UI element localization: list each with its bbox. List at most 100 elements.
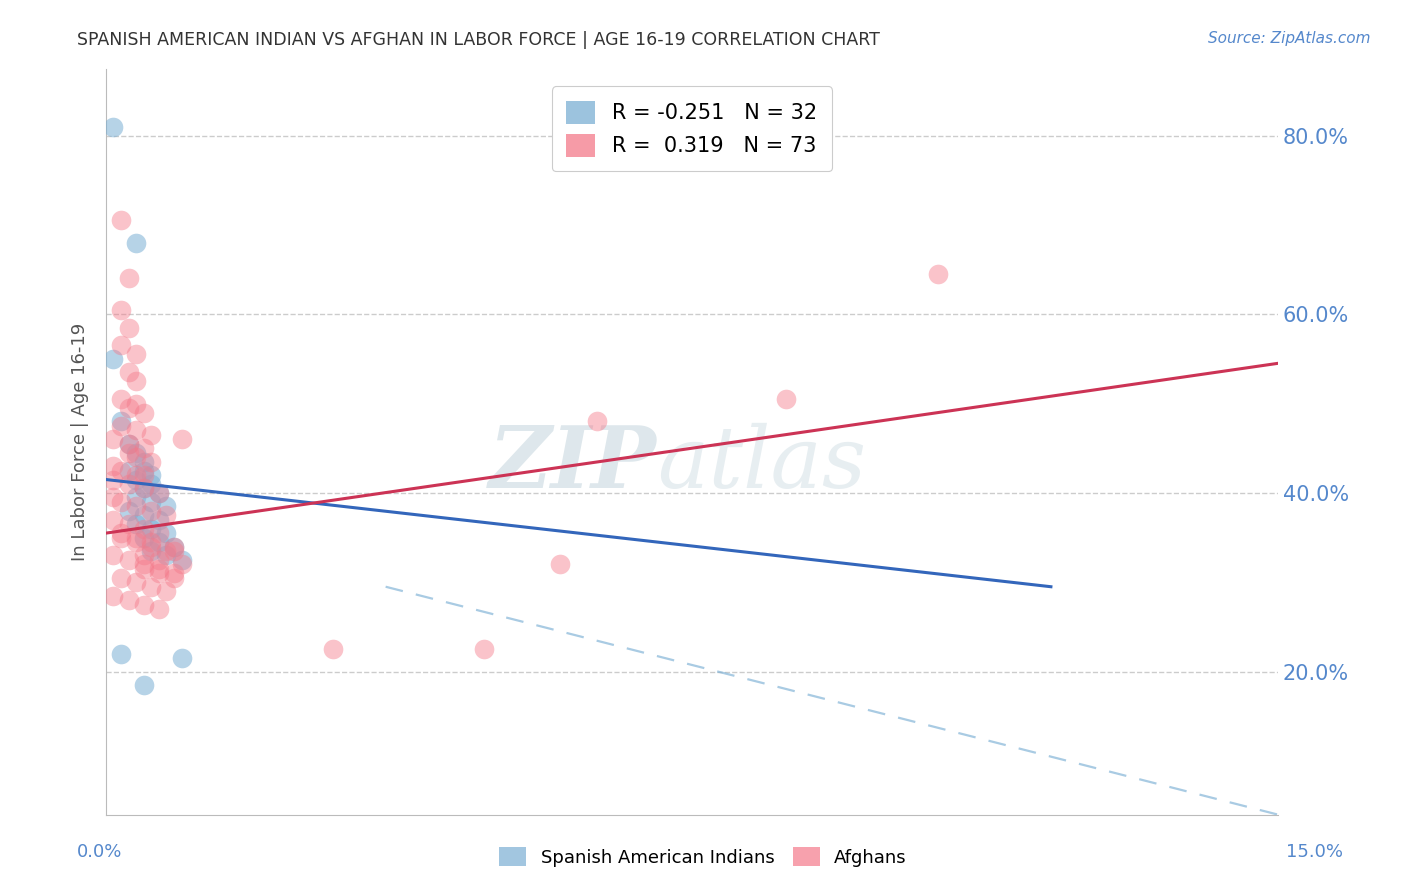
- Point: [117, 437, 139, 451]
- Point: [125, 374, 148, 388]
- Point: [117, 437, 139, 451]
- Text: atlas: atlas: [657, 423, 866, 505]
- Point: [132, 678, 155, 692]
- Point: [117, 593, 139, 607]
- Point: [148, 535, 170, 549]
- Text: 15.0%: 15.0%: [1285, 843, 1343, 861]
- Point: [148, 486, 170, 500]
- Point: [110, 464, 132, 478]
- Point: [148, 513, 170, 527]
- Point: [155, 526, 177, 541]
- Point: [163, 544, 186, 558]
- Point: [117, 517, 139, 532]
- Point: [141, 535, 163, 549]
- Text: 0.0%: 0.0%: [77, 843, 122, 861]
- Point: [110, 526, 132, 541]
- Point: [586, 414, 609, 428]
- Point: [141, 540, 163, 554]
- Point: [117, 271, 139, 285]
- Point: [117, 553, 139, 567]
- Point: [775, 392, 797, 406]
- Point: [110, 531, 132, 545]
- Point: [170, 432, 193, 446]
- Point: [132, 405, 155, 419]
- Text: Source: ZipAtlas.com: Source: ZipAtlas.com: [1208, 31, 1371, 46]
- Point: [125, 423, 148, 437]
- Point: [170, 558, 193, 572]
- Point: [148, 602, 170, 616]
- Point: [472, 642, 495, 657]
- Point: [132, 531, 155, 545]
- Point: [117, 401, 139, 415]
- Point: [155, 584, 177, 599]
- Point: [141, 522, 163, 536]
- Point: [132, 508, 155, 523]
- Point: [141, 477, 163, 491]
- Point: [103, 549, 125, 563]
- Point: [170, 651, 193, 665]
- Point: [148, 566, 170, 581]
- Point: [110, 213, 132, 227]
- Point: [103, 513, 125, 527]
- Point: [103, 589, 125, 603]
- Point: [117, 477, 139, 491]
- Point: [132, 455, 155, 469]
- Point: [103, 351, 125, 366]
- Point: [110, 495, 132, 509]
- Point: [125, 531, 148, 545]
- Point: [927, 267, 949, 281]
- Point: [141, 427, 163, 442]
- Point: [548, 558, 571, 572]
- Point: [322, 642, 344, 657]
- Point: [163, 566, 186, 581]
- Point: [141, 455, 163, 469]
- Point: [170, 553, 193, 567]
- Point: [103, 459, 125, 474]
- Point: [125, 473, 148, 487]
- Point: [148, 526, 170, 541]
- Point: [148, 553, 170, 567]
- Point: [155, 508, 177, 523]
- Point: [163, 540, 186, 554]
- Point: [103, 491, 125, 505]
- Point: [125, 491, 148, 505]
- Point: [117, 320, 139, 334]
- Point: [155, 544, 177, 558]
- Point: [155, 549, 177, 563]
- Legend: R = -0.251   N = 32, R =  0.319   N = 73: R = -0.251 N = 32, R = 0.319 N = 73: [551, 87, 832, 171]
- Point: [125, 347, 148, 361]
- Point: [125, 446, 148, 460]
- Point: [103, 473, 125, 487]
- Point: [110, 392, 132, 406]
- Point: [110, 338, 132, 352]
- Point: [148, 486, 170, 500]
- Legend: Spanish American Indians, Afghans: Spanish American Indians, Afghans: [492, 840, 914, 874]
- Text: ZIP: ZIP: [489, 422, 657, 506]
- Point: [103, 432, 125, 446]
- Point: [132, 562, 155, 576]
- Point: [163, 571, 186, 585]
- Point: [103, 120, 125, 134]
- Point: [141, 468, 163, 483]
- Point: [117, 446, 139, 460]
- Point: [125, 396, 148, 410]
- Point: [125, 500, 148, 514]
- Point: [132, 464, 155, 478]
- Point: [141, 504, 163, 518]
- Point: [132, 442, 155, 456]
- Point: [132, 482, 155, 496]
- Point: [141, 544, 163, 558]
- Point: [155, 500, 177, 514]
- Point: [110, 302, 132, 317]
- Point: [125, 468, 148, 483]
- Point: [125, 517, 148, 532]
- Point: [132, 522, 155, 536]
- Point: [141, 580, 163, 594]
- Point: [132, 468, 155, 483]
- Point: [117, 365, 139, 379]
- Point: [132, 558, 155, 572]
- Text: SPANISH AMERICAN INDIAN VS AFGHAN IN LABOR FORCE | AGE 16-19 CORRELATION CHART: SPANISH AMERICAN INDIAN VS AFGHAN IN LAB…: [77, 31, 880, 49]
- Point: [132, 598, 155, 612]
- Point: [110, 571, 132, 585]
- Point: [141, 495, 163, 509]
